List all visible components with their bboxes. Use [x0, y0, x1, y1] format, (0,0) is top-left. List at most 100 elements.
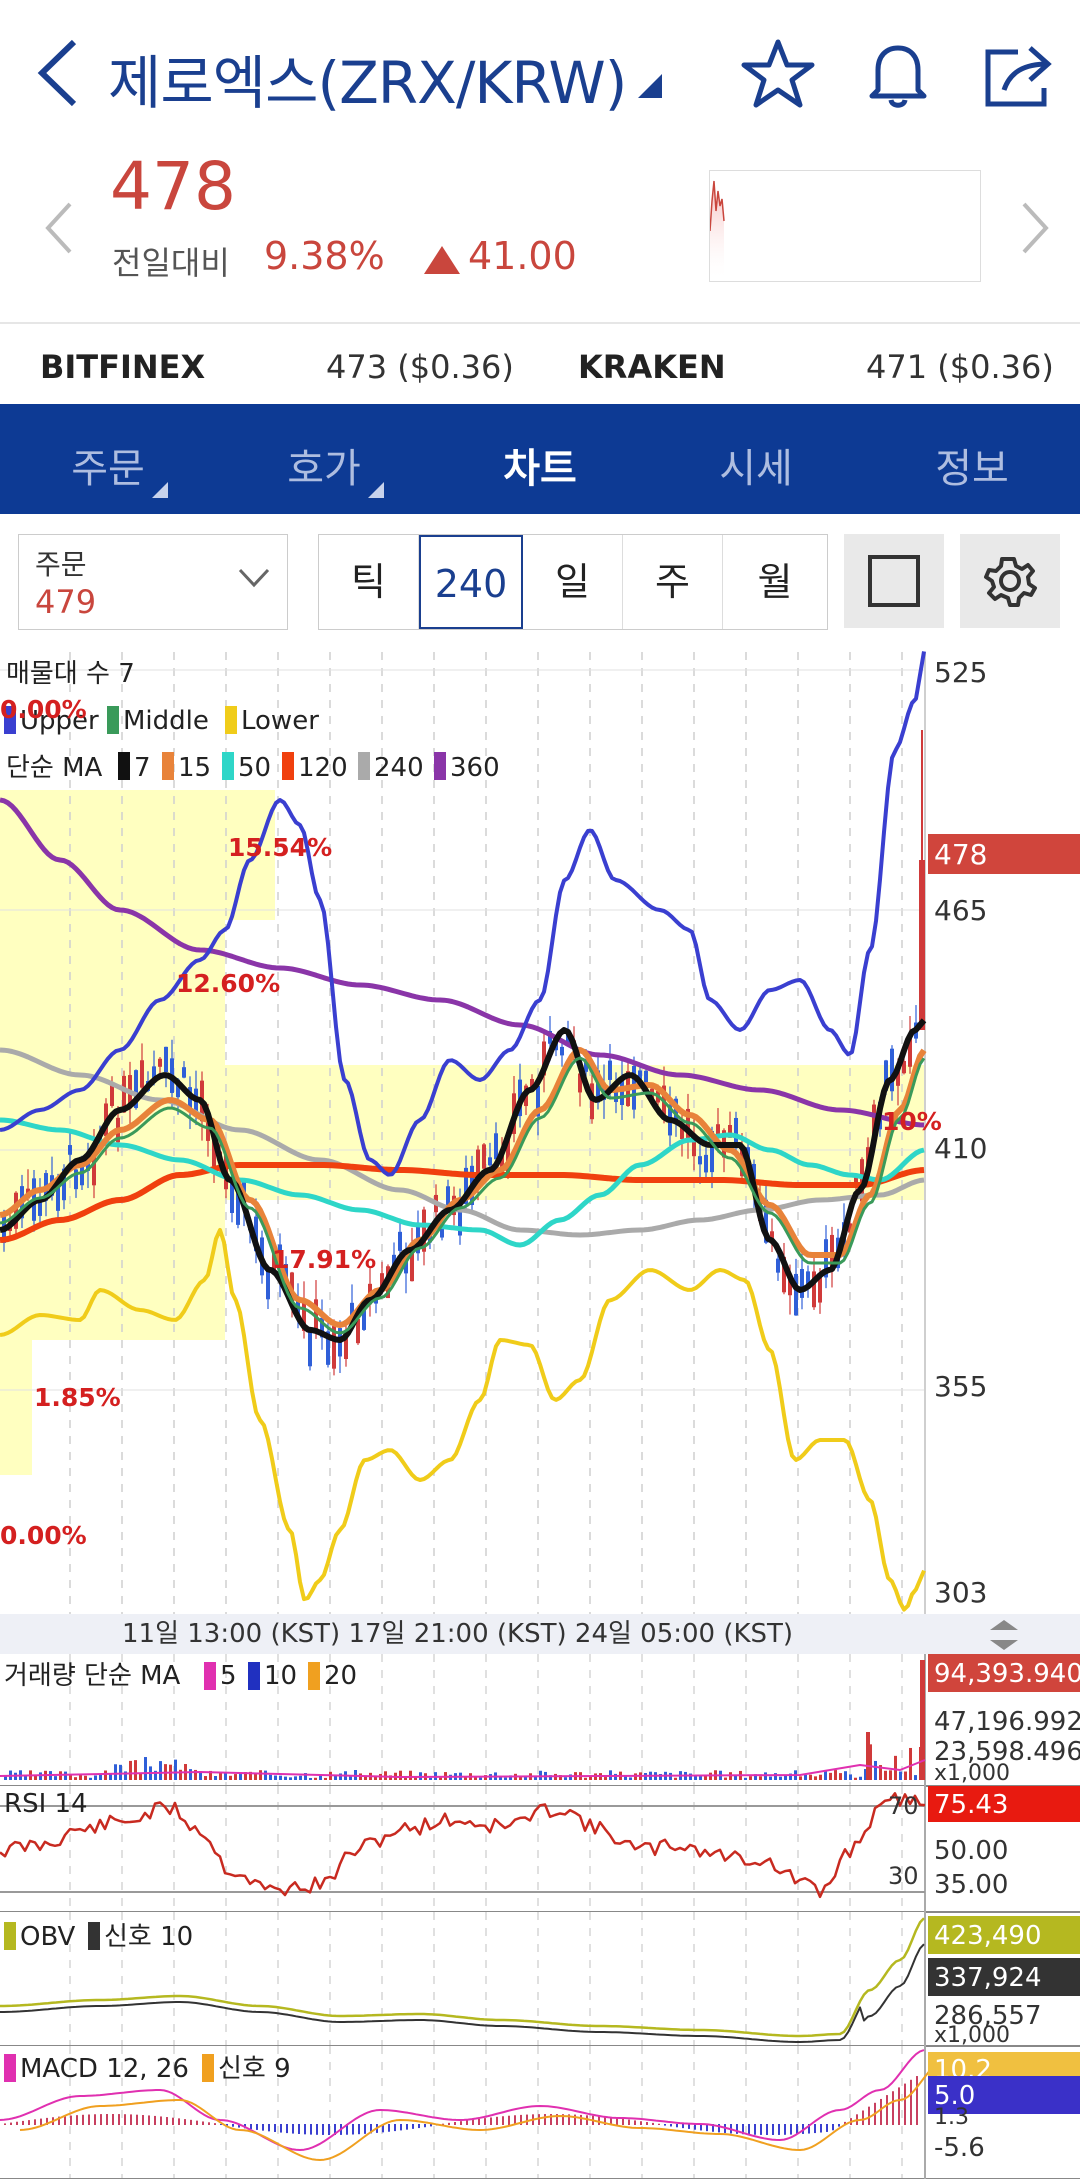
chart-settings-button[interactable] [960, 534, 1060, 628]
volume-bar [254, 1773, 257, 1780]
macd-histogram-bar [646, 2122, 648, 2125]
period-240min[interactable]: 240분 [419, 535, 523, 700]
legend-swatch [162, 752, 174, 780]
macd-histogram-bar [832, 2124, 834, 2131]
candle [308, 1329, 312, 1367]
y-axis-tick: 410 [934, 1132, 987, 1165]
period-month[interactable]: 월 [757, 560, 793, 604]
candle [440, 1226, 444, 1238]
volume-bar [549, 1775, 552, 1780]
volume-bar [920, 1660, 925, 1780]
volume-tick: 94,393.940 [934, 1659, 1080, 1689]
volume-bar [799, 1776, 802, 1780]
volume-bar [784, 1775, 787, 1780]
volume-profile-label: 17.91% [272, 1245, 376, 1274]
candle [404, 1259, 408, 1274]
macd-histogram-bar [82, 2114, 84, 2125]
header: 제로엑스(ZRX/KRW) [0, 0, 1080, 150]
macd-histogram-bar [712, 2124, 714, 2132]
volume-bar [734, 1774, 737, 1780]
macd-histogram-bar [610, 2117, 612, 2125]
tab-order[interactable]: 주문 [71, 446, 145, 492]
candle [458, 1203, 462, 1236]
tab-corner-icon [368, 482, 384, 498]
candle [608, 1060, 612, 1080]
macd-histogram-bar [796, 2124, 798, 2135]
tab-orderbook[interactable]: 호가 [287, 446, 361, 492]
candle [860, 1159, 864, 1202]
macd-histogram-bar [370, 2124, 372, 2134]
tab-info[interactable]: 정보 [935, 446, 1009, 492]
volume-bar [234, 1774, 237, 1780]
legend-swatch [4, 1922, 16, 1950]
volume-bar [349, 1776, 352, 1780]
macd-histogram-bar [58, 2116, 60, 2125]
obv-tick: 337,924 [934, 1963, 1042, 1993]
volume-bar [704, 1774, 707, 1780]
period-day[interactable]: 일 [523, 535, 623, 629]
macd-histogram-bar [214, 2123, 216, 2125]
bell-icon[interactable] [858, 34, 938, 114]
main-tabs: 주문 호가 차트 시세 정보 [0, 404, 1080, 514]
ma50-line [0, 1117, 925, 1248]
volume-bar [859, 1776, 862, 1780]
candle [788, 1277, 792, 1296]
chart-labels: 매물대 수 7 Upper Middle Lower 단순 MA 7 15 50 120 240 3… [0, 656, 1080, 2163]
macd-histogram-bar [28, 2120, 30, 2125]
volume-bar [769, 1776, 772, 1780]
order-dropdown-label: 주문 [35, 548, 87, 581]
fullscreen-button[interactable] [844, 534, 944, 628]
macd-histogram-bar [262, 2124, 264, 2131]
volume-bar [904, 1771, 907, 1780]
tab-chart[interactable]: 차트 [503, 446, 577, 492]
rsi-tick: 70 [888, 1792, 919, 1820]
star-icon[interactable] [738, 34, 818, 114]
volume-bar [614, 1773, 617, 1780]
candle [320, 1317, 324, 1338]
back-arrow-icon[interactable] [34, 38, 84, 108]
gear-icon [984, 557, 1037, 607]
obv-tick: 423,490 [934, 1921, 1042, 1951]
macd-histogram-bar [466, 2120, 468, 2125]
tab-market[interactable]: 시세 [719, 446, 793, 492]
candle [530, 1078, 534, 1091]
page-title[interactable]: 제로엑스(ZRX/KRW) [108, 49, 627, 117]
candle [266, 1270, 270, 1300]
volume-tick: 47,196.992 [934, 1707, 1080, 1737]
prev-coin-arrow-icon[interactable] [40, 200, 80, 256]
macd-histogram-bar [400, 2124, 402, 2131]
candle [488, 1157, 492, 1166]
rsi-panel [0, 1786, 925, 1912]
price-chart[interactable]: 매물대 수 7 Upper Middle Lower 단순 MA 7 15 50 120 240 3… [0, 650, 1080, 2179]
period-tick[interactable]: 틱 [319, 535, 419, 629]
volume-bar [129, 1760, 132, 1780]
share-icon[interactable] [978, 34, 1058, 114]
volume-bar [84, 1775, 87, 1780]
sparkline-chart[interactable] [709, 170, 981, 282]
macd-histogram-bar [256, 2124, 258, 2130]
candle [164, 1046, 168, 1073]
legend-swatch [222, 752, 234, 780]
order-dropdown-value: 479 [35, 583, 97, 621]
resize-up-icon [990, 1620, 1018, 1630]
period-week[interactable]: 주 [623, 535, 723, 629]
macd-histogram-bar [892, 2091, 894, 2125]
macd-histogram-bar [148, 2115, 150, 2125]
next-coin-arrow-icon[interactable] [1014, 200, 1054, 256]
candle [302, 1300, 306, 1331]
macd-histogram-bar [598, 2116, 600, 2125]
macd-histogram-bar [808, 2124, 810, 2134]
time-axis-labels: 11일 13:00 (KST) 17일 21:00 (KST) 24일 05:0… [122, 1619, 793, 1649]
macd-histogram-bar [70, 2115, 72, 2125]
time-axis-bg [0, 1614, 1080, 1654]
order-dropdown[interactable]: 주문 479 [18, 534, 288, 630]
volume-bar [229, 1775, 232, 1780]
chart-series [0, 651, 945, 2161]
volume-bar [624, 1776, 627, 1780]
volume-bar [139, 1773, 142, 1780]
current-price-tag-bg [928, 834, 1080, 874]
candle [698, 1156, 702, 1165]
candle [542, 1041, 546, 1076]
dropdown-caret-icon[interactable] [638, 74, 662, 98]
volume-bar [894, 1755, 897, 1780]
